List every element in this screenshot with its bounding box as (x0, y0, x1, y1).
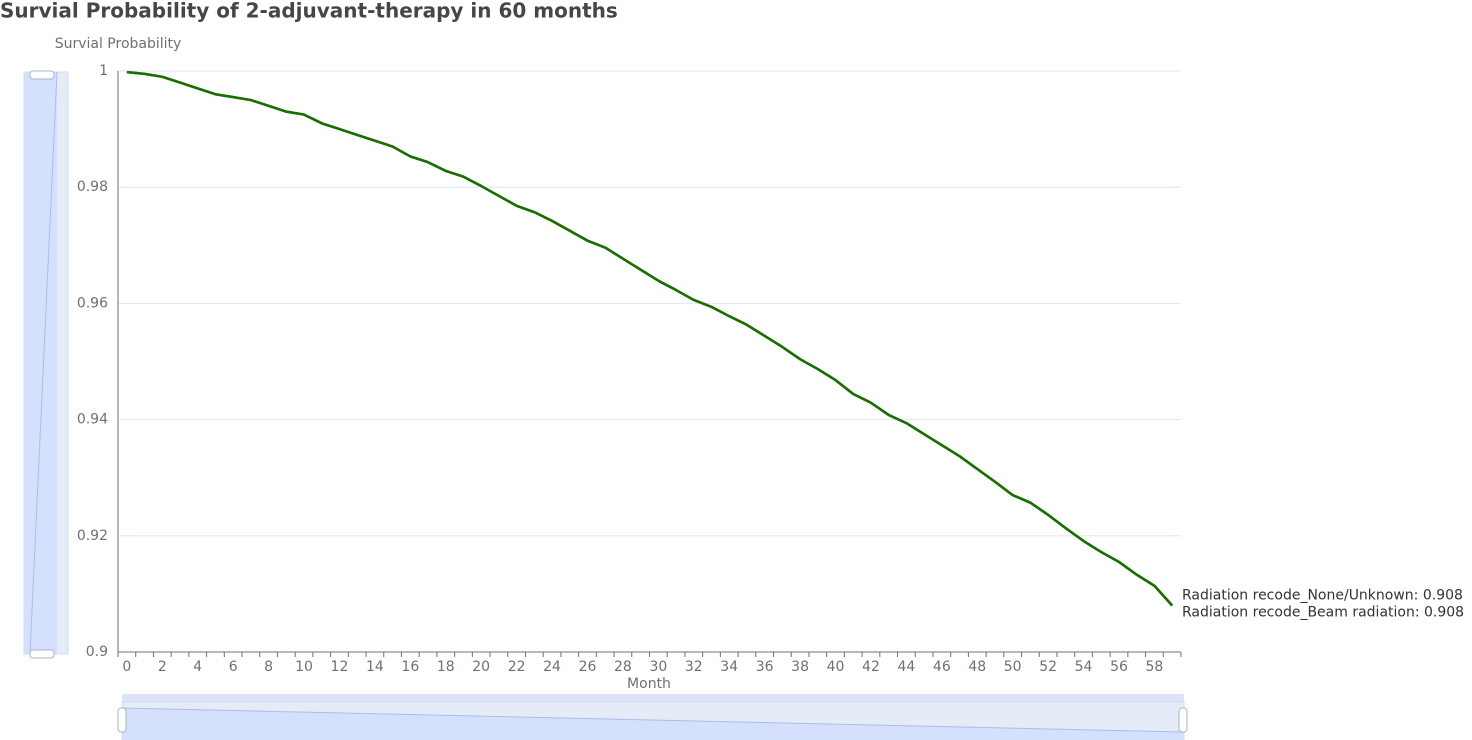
x-tick-label: 38 (791, 659, 809, 675)
x-tick-label: 34 (720, 659, 738, 675)
line-series (126, 70, 1174, 607)
x-tick-label: 32 (685, 659, 703, 675)
slider-handle[interactable] (1178, 707, 1188, 733)
y-tick-label: 0.92 (77, 528, 108, 544)
y-tick-label: 1 (99, 63, 108, 79)
x-tick-label: 56 (1110, 659, 1128, 675)
y-tick-label: 0.96 (77, 295, 108, 311)
x-tick-label: 46 (933, 659, 951, 675)
y-tick-label: 0.9 (86, 644, 108, 660)
x-axis-title: Month (627, 676, 671, 692)
slider-handle[interactable] (117, 707, 127, 733)
x-tick-label: 44 (897, 659, 915, 675)
slider-shadow (121, 707, 1185, 733)
slider-window (24, 72, 57, 654)
chart-title: Survial Probability of 2-adjuvant-therap… (0, 0, 618, 23)
x-tick-label: 20 (472, 659, 490, 675)
slider-shadow (29, 71, 58, 655)
x-tick-label: 22 (508, 659, 526, 675)
slider-window (122, 708, 1184, 740)
x-tick-label: 12 (331, 659, 349, 675)
x-tick-label: 8 (264, 659, 273, 675)
x-tick-label: 28 (614, 659, 632, 675)
slider-handle[interactable] (29, 649, 55, 659)
x-tick-label: 54 (1075, 659, 1093, 675)
x-tick-label: 58 (1146, 659, 1164, 675)
x-tick-label: 18 (437, 659, 455, 675)
x-tick-label: 36 (756, 659, 774, 675)
x-tick-label: 26 (579, 659, 597, 675)
y-zoom-slider[interactable] (23, 70, 69, 659)
x-tick-label: 42 (862, 659, 880, 675)
x-tick-label: 10 (295, 659, 313, 675)
x-tick-label: 0 (122, 659, 131, 675)
x-tick-label: 24 (543, 659, 561, 675)
y-tick-label: 0.98 (77, 179, 108, 195)
slider-bar (122, 694, 1184, 702)
end-label: Radiation recode_None/Unknown: 0.908 (1182, 588, 1463, 604)
x-tick-label: 40 (827, 659, 845, 675)
x-tick-label: 6 (229, 659, 238, 675)
x-tick-label: 2 (158, 659, 167, 675)
x-tick-label: 16 (401, 659, 419, 675)
x-tick-label: 4 (193, 659, 202, 675)
x-tick-label: 48 (968, 659, 986, 675)
x-zoom-slider[interactable] (117, 694, 1188, 740)
end-label: Radiation recode_Beam radiation: 0.908 (1182, 605, 1464, 621)
x-tick-label: 14 (366, 659, 384, 675)
x-tick-label: 50 (1004, 659, 1022, 675)
line-series (126, 70, 1174, 607)
slider-handle[interactable] (29, 70, 55, 80)
y-tick-label: 0.94 (77, 412, 108, 428)
x-tick-label: 30 (649, 659, 667, 675)
x-tick-label: 52 (1039, 659, 1057, 675)
y-axis-title: Survial Probability (55, 36, 182, 52)
